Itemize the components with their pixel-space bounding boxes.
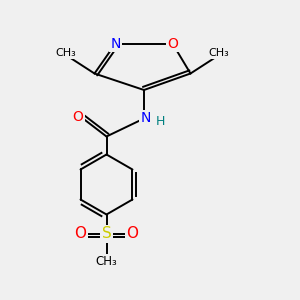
Text: O: O bbox=[167, 37, 178, 50]
Text: N: N bbox=[140, 112, 151, 125]
Text: CH₃: CH₃ bbox=[56, 47, 76, 58]
Text: O: O bbox=[127, 226, 139, 242]
Text: CH₃: CH₃ bbox=[96, 255, 117, 268]
Text: N: N bbox=[110, 37, 121, 50]
Text: O: O bbox=[73, 110, 83, 124]
Text: S: S bbox=[102, 226, 111, 242]
Text: H: H bbox=[156, 115, 165, 128]
Text: CH₃: CH₃ bbox=[208, 47, 230, 58]
Text: O: O bbox=[74, 226, 86, 242]
